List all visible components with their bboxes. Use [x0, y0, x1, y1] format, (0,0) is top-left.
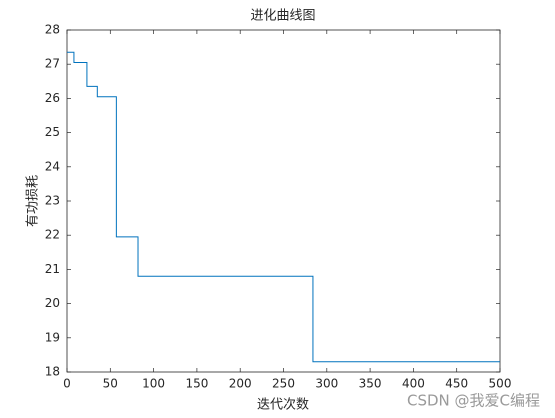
x-tick-label: 100 — [142, 377, 165, 391]
chart-title: 进化曲线图 — [250, 9, 315, 24]
x-tick-label: 50 — [103, 377, 118, 391]
x-tick-label: 200 — [229, 377, 252, 391]
y-tick-label: 25 — [45, 125, 60, 139]
y-axis-label: 有功损耗 — [26, 175, 41, 227]
data-line — [67, 51, 500, 363]
y-tick-label: 23 — [45, 194, 60, 208]
axes-box — [66, 29, 501, 373]
x-tick-label: 400 — [402, 377, 425, 391]
y-tick-label: 20 — [45, 296, 60, 310]
x-tick-label: 300 — [315, 377, 338, 391]
x-tick-label: 250 — [272, 377, 295, 391]
y-tick-label: 28 — [45, 23, 60, 37]
x-tick-label: 450 — [445, 377, 468, 391]
y-tick-label: 22 — [45, 228, 60, 242]
x-tick-label: 500 — [489, 377, 512, 391]
y-tick-label: 19 — [45, 330, 60, 344]
x-tick-label: 150 — [185, 377, 208, 391]
x-tick-label: 0 — [63, 377, 71, 391]
y-tick-label: 24 — [45, 159, 60, 173]
x-tick-label: 350 — [359, 377, 382, 391]
x-axis-label: 迭代次数 — [257, 397, 309, 413]
watermark: CSDN @我爱C编程 — [407, 392, 540, 410]
y-tick-label: 18 — [45, 365, 60, 379]
y-tick-label: 26 — [45, 91, 60, 105]
y-tick-label: 21 — [45, 262, 60, 276]
y-tick-label: 27 — [45, 57, 60, 71]
